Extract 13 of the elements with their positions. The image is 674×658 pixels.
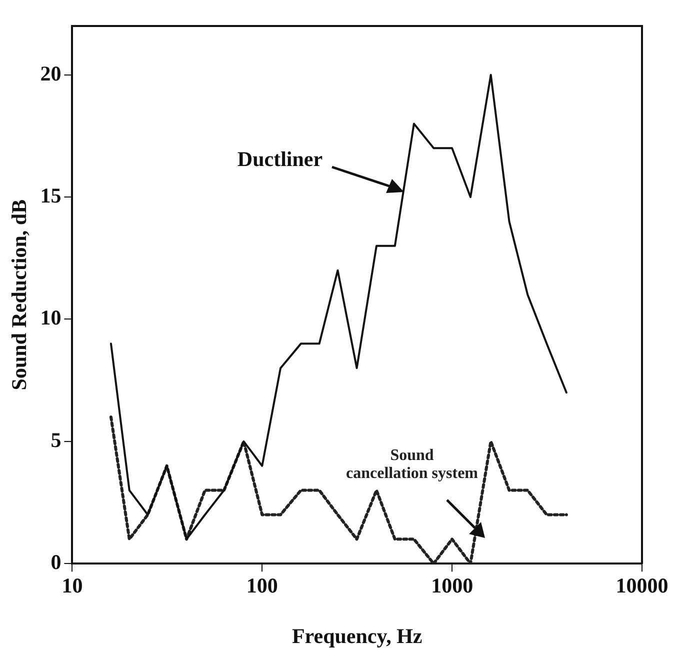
- y-tick-label: 20: [40, 61, 62, 86]
- x-tick-label: 1000: [431, 574, 474, 598]
- x-axis-title: Frequency, Hz: [292, 624, 422, 648]
- text: Ductliner: [237, 147, 323, 171]
- y-tick-label: 15: [40, 183, 62, 208]
- y-tick-label: 0: [50, 550, 62, 574]
- y-tick-label: 5: [50, 428, 62, 452]
- x-tick-label: 10000: [616, 574, 668, 598]
- x-tick-label: 100: [246, 574, 278, 598]
- line-series: [109, 415, 568, 564]
- y-axis-title: Sound Reduction, dB: [7, 199, 32, 390]
- y-tick-label: 10: [40, 306, 62, 330]
- series-label: Sound cancellation system: [346, 447, 479, 482]
